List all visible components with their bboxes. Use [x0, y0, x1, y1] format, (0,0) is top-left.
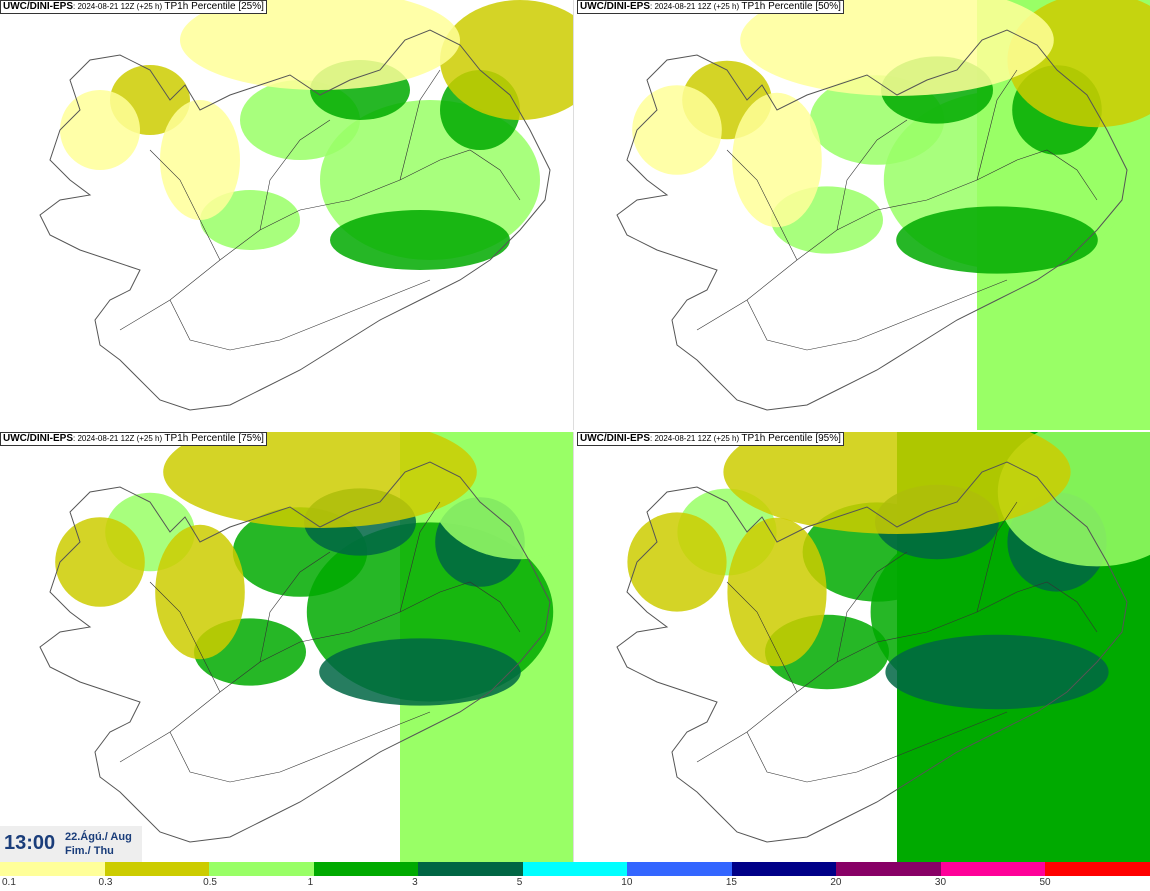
legend-color-swatch [209, 862, 315, 876]
legend-color-swatch [313, 862, 420, 876]
legend-color-swatch [1045, 862, 1150, 876]
run-time: : 2024-08-21 12Z (+25 h) [650, 2, 742, 11]
legend-color-swatch [0, 862, 106, 876]
legend-tick-label: 10 [621, 877, 633, 888]
precip-contour-area [155, 524, 245, 660]
precip-map [616, 432, 1150, 862]
legend-color-swatch [836, 862, 942, 876]
valid-time-date: 22.Ágú./ Aug Fim./ Thu [65, 830, 132, 858]
iceland-coastline [39, 29, 551, 411]
precipitation-color-legend: 0.1 0.3 0.5 1 3 5 10 15 20 30 50 [0, 862, 1150, 891]
legend-color-swatch [522, 862, 629, 876]
precip-contour-area [727, 517, 827, 667]
legend-color-swatch [940, 862, 1047, 876]
field-label: TP1h Percentile [25%] [164, 1, 264, 12]
legend-tick-label: 3 [412, 877, 418, 888]
run-time: : 2024-08-21 12Z (+25 h) [73, 2, 165, 11]
legend-tick-label: 0.3 [98, 877, 113, 888]
model-name: UWC/DINI-EPS [580, 433, 650, 444]
road-network [119, 69, 521, 351]
field-label: TP1h Percentile [75%] [164, 433, 264, 444]
precip-contour-area [60, 90, 140, 170]
road-network [696, 501, 1098, 783]
precip-contour-area [740, 0, 1054, 96]
precip-contour-area [885, 634, 1109, 710]
valid-time-box: 13:00 22.Ágú./ Aug Fim./ Thu [0, 826, 142, 862]
legend-tick-label: 0.1 [2, 877, 16, 888]
panel-title: UWC/DINI-EPS: 2024-08-21 12Z (+25 h) TP1… [0, 0, 267, 14]
map-panel-p75: UWC/DINI-EPS: 2024-08-21 12Z (+25 h) TP1… [0, 432, 574, 862]
legend-tick-label: 30 [934, 877, 947, 888]
map-panel-p95: UWC/DINI-EPS: 2024-08-21 12Z (+25 h) TP1… [577, 432, 1150, 862]
legend-color-swatch [104, 862, 211, 876]
precip-contour-area [632, 85, 722, 175]
map-panel-p25: UWC/DINI-EPS: 2024-08-21 12Z (+25 h) TP1… [0, 0, 574, 430]
run-time: : 2024-08-21 12Z (+25 h) [650, 434, 742, 443]
precip-contour-area [732, 92, 822, 228]
precip-contour-area [723, 432, 1071, 534]
precip-contour-area [163, 432, 477, 528]
precip-contour-area [896, 206, 1098, 274]
legend-color-swatch [627, 862, 733, 876]
precip-contour-area [627, 512, 727, 612]
model-name: UWC/DINI-EPS [3, 1, 73, 12]
legend-tick-label: 50 [1039, 877, 1051, 888]
legend-tick-label: 0.5 [203, 877, 217, 888]
precip-contour-area [180, 0, 460, 90]
panel-title: UWC/DINI-EPS: 2024-08-21 12Z (+25 h) TP1… [577, 432, 844, 446]
iceland-coastline [616, 461, 1128, 843]
legend-color-swatch [731, 862, 838, 876]
precip-contour-area [319, 638, 521, 706]
precip-contour-area [440, 0, 573, 120]
valid-time-clock: 13:00 [4, 832, 56, 854]
road-network [119, 501, 521, 783]
legend-tick-label: 20 [830, 877, 842, 888]
valid-weekday-label: Fim./ Thu [65, 845, 114, 857]
precip-contour-area [160, 100, 240, 220]
panel-title: UWC/DINI-EPS: 2024-08-21 12Z (+25 h) TP1… [577, 0, 844, 14]
map-panel-p50: UWC/DINI-EPS: 2024-08-21 12Z (+25 h) TP1… [577, 0, 1150, 430]
precip-contour-area [55, 517, 145, 607]
precip-map [39, 0, 573, 411]
precip-contour-area [330, 210, 510, 270]
road-network [696, 69, 1098, 351]
panel-title: UWC/DINI-EPS: 2024-08-21 12Z (+25 h) TP1… [0, 432, 267, 446]
model-name: UWC/DINI-EPS [3, 433, 73, 444]
valid-date-label: 22.Ágú./ Aug [65, 831, 132, 843]
iceland-coastline [616, 29, 1128, 411]
field-label: TP1h Percentile [95%] [741, 433, 841, 444]
legend-tick-label: 15 [725, 877, 737, 888]
legend-color-swatch [418, 862, 524, 876]
field-label: TP1h Percentile [50%] [741, 1, 841, 12]
run-time: : 2024-08-21 12Z (+25 h) [73, 434, 165, 443]
precip-map [39, 432, 573, 862]
iceland-coastline [39, 461, 551, 843]
legend-tick-label: 5 [516, 877, 523, 888]
legend-tick-label: 1 [307, 877, 314, 888]
model-name: UWC/DINI-EPS [580, 1, 650, 12]
precip-map [616, 0, 1150, 430]
